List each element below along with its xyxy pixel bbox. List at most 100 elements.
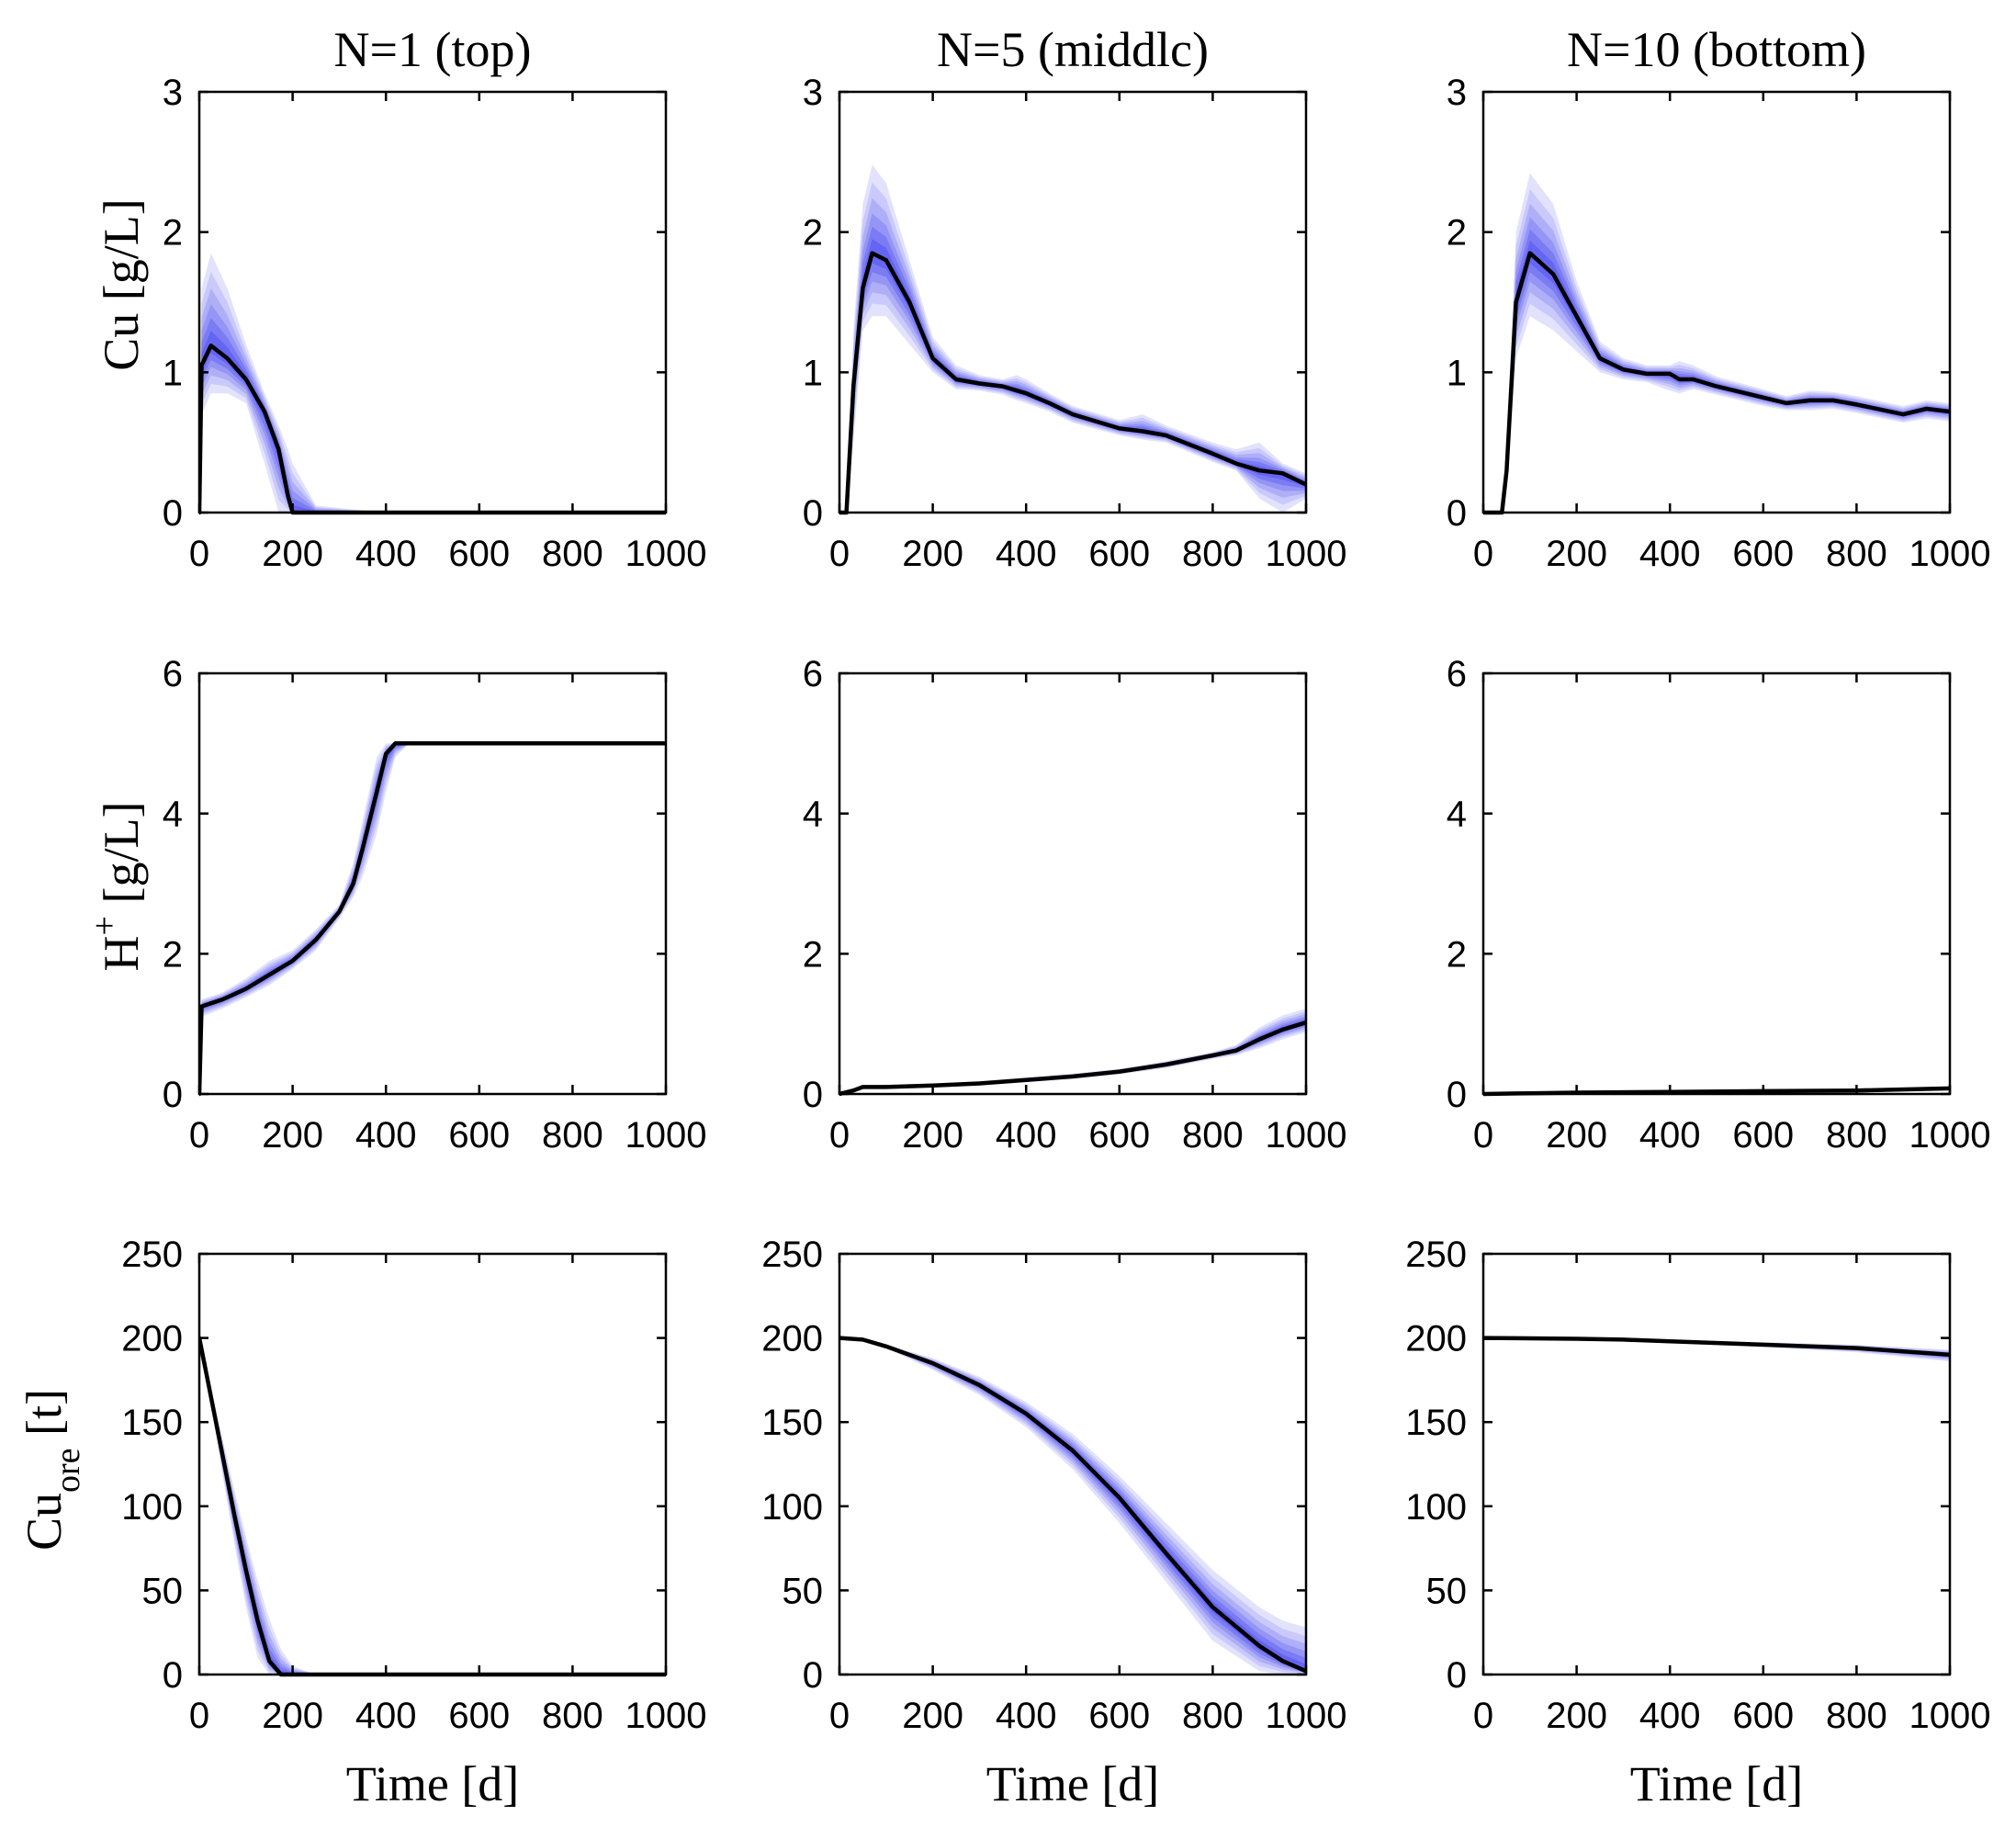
x-tick-label: 200 [1546,1696,1607,1736]
x-tick-label: 800 [542,534,603,574]
x-tick-label: 800 [1826,1696,1887,1736]
axis-box [838,90,1308,514]
y-tick-label: 100 [761,1487,823,1528]
x-tick-label: 400 [1639,1115,1701,1156]
x-tick-label: 600 [1088,1115,1150,1156]
y-tick-label: 100 [121,1487,183,1528]
x-tick-label: 1000 [1266,1115,1347,1156]
axis-box [1481,1252,1952,1676]
band-layer-4 [839,1337,1306,1673]
column-title: N=1 (top) [334,22,532,77]
ylabel-h-plus: H+ [g/L] [85,802,149,972]
x-tick-label: 0 [1473,1115,1493,1156]
panel-2-2: 0 200 400 600 800 1000 0 50 100 150 200 250 [1405,1235,1990,1736]
x-tick-label: 400 [1639,534,1701,574]
band-layer-3 [839,213,1306,513]
y-tick-label: 3 [163,73,183,113]
axis-box [197,671,668,1096]
panel-1-0: 0 200 400 600 800 1000 0 2 4 6 [163,654,707,1156]
x-tick-label: 600 [448,1115,510,1156]
y-tick-label: 0 [1447,493,1467,534]
ylabel-h-tail: [g/L] [94,802,149,916]
ylabel-cuore-tail: [t] [17,1389,72,1448]
uncertainty-band [839,1337,1306,1675]
panel-2-1: 0 200 400 600 800 1000 0 50 100 150 200 250 [761,1235,1346,1736]
band-layer-0 [839,1337,1306,1675]
x-tick-label: 600 [448,1696,510,1736]
y-tick-label: 2 [1447,213,1467,254]
band-layer-4 [199,743,666,1094]
x-tick-label: 400 [996,534,1057,574]
ylabel-cuore-base: Cu [17,1493,72,1551]
uncertainty-band [839,164,1306,513]
mean-line [839,251,1306,515]
x-tick-label: 400 [996,1115,1057,1156]
y-tick-label: 0 [163,1655,183,1696]
uncertainty-band [199,253,666,513]
y-tick-label: 150 [1405,1403,1467,1443]
y-tick-label: 4 [1447,795,1467,835]
band-layer-3 [839,1337,1306,1673]
mean-line [199,741,666,1097]
x-tick-label: 200 [1546,534,1607,574]
axis-box [197,90,668,514]
y-tick-label: 6 [163,654,183,694]
band-layer-3 [1483,217,1950,513]
band-layer-0 [199,1337,666,1675]
xlabel: Time [d] [986,1756,1160,1811]
x-tick-label: 600 [1088,534,1150,574]
ylabel-cu-ore: Cuore [t] [17,1389,87,1551]
y-tick-label: 6 [803,654,823,694]
x-tick-label: 400 [355,1696,417,1736]
x-tick-label: 0 [1473,534,1493,574]
band-layer-4 [839,1018,1306,1094]
y-tick-label: 250 [761,1235,823,1275]
y-tick-label: 2 [163,213,183,254]
panel-0-0: 0 200 400 600 800 1000 0 1 2 3 [163,73,707,574]
x-tick-label: 600 [1088,1696,1150,1736]
band-layer-2 [199,743,666,1094]
band-layer-3 [199,743,666,1094]
y-tick-label: 4 [803,795,823,835]
y-tick-label: 50 [783,1571,824,1611]
x-tick-label: 1000 [1266,534,1347,574]
y-tick-label: 0 [1447,1075,1467,1115]
x-tick-label: 200 [262,1696,323,1736]
band-layer-5 [839,1337,1306,1672]
y-tick-label: 50 [1426,1571,1468,1611]
column-titles: N=1 (top) N=5 (middlc) N=10 (bottom) [334,22,1866,77]
y-tick-label: 3 [803,73,823,113]
axis-box [197,1252,668,1676]
y-tick-label: 6 [1447,654,1467,694]
y-tick-label: 2 [163,934,183,975]
y-tick-label: 2 [803,934,823,975]
y-tick-label: 200 [121,1319,183,1359]
x-tick-label: 800 [542,1696,603,1736]
panel-1-2: 0 200 400 600 800 1000 0 2 4 6 [1447,654,1991,1156]
y-tick-label: 2 [803,213,823,254]
x-tick-label: 1000 [1909,1696,1991,1736]
column-title: N=10 (bottom) [1567,22,1866,77]
band-layer-2 [1483,203,1950,513]
y-tick-label: 0 [803,1655,823,1696]
x-tick-label: 1000 [625,1696,707,1736]
x-tick-label: 1000 [1266,1696,1347,1736]
x-tick-label: 200 [262,534,323,574]
x-tick-label: 1000 [625,1115,707,1156]
y-tick-label: 150 [121,1403,183,1443]
uncertainty-band [199,1337,666,1675]
y-tick-label: 150 [761,1403,823,1443]
mean-line [1483,1336,1950,1358]
x-tick-label: 400 [355,1115,417,1156]
x-tick-label: 200 [262,1115,323,1156]
x-tick-label: 400 [355,534,417,574]
x-tick-label: 800 [1826,534,1887,574]
y-tick-label: 50 [142,1571,184,1611]
mean-line [1483,251,1950,515]
band-layer-0 [839,164,1306,513]
x-tick-label: 200 [902,534,963,574]
y-tick-label: 1 [1447,353,1467,393]
y-tick-label: 3 [1447,73,1467,113]
ylabel-h-sup: + [85,916,124,935]
